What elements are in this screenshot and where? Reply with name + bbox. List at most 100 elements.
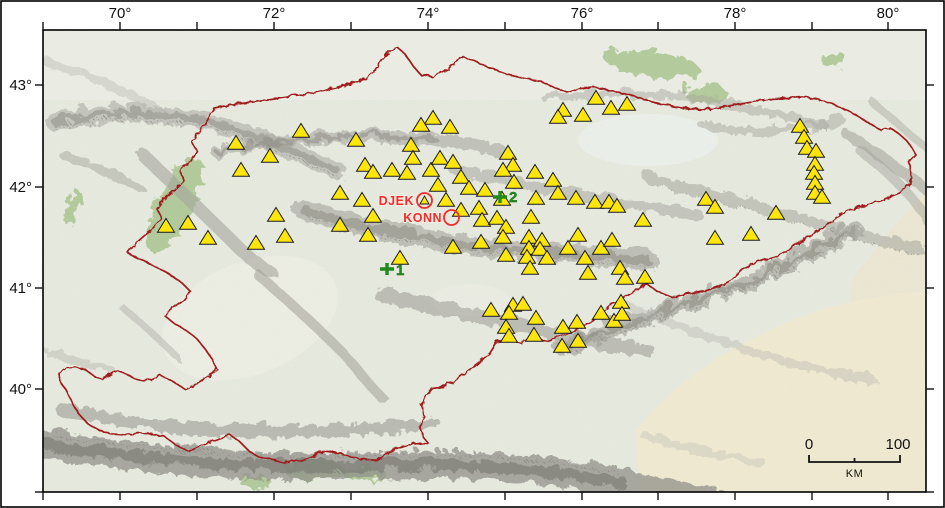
station-triangle bbox=[548, 184, 568, 200]
station-triangle bbox=[696, 190, 716, 206]
station-triangle bbox=[382, 161, 402, 177]
station-triangle bbox=[363, 163, 383, 179]
station-triangle bbox=[330, 216, 350, 232]
station-triangle bbox=[607, 197, 627, 213]
lat-axis-label: 42° bbox=[9, 179, 32, 196]
station-triangle bbox=[530, 240, 550, 256]
terrain-layer: DJEK KONN 12 0 100 KM bbox=[43, 30, 926, 492]
station-triangle bbox=[524, 326, 544, 342]
station-triangle bbox=[790, 117, 810, 133]
station-triangle bbox=[794, 128, 814, 144]
station-triangle bbox=[591, 304, 611, 320]
station-triangle bbox=[633, 211, 653, 227]
station-triangle bbox=[615, 269, 635, 285]
station-triangle bbox=[493, 161, 513, 177]
station-triangle bbox=[423, 109, 443, 125]
event-markers: 12 bbox=[380, 189, 518, 279]
station-circle-djek bbox=[416, 192, 433, 209]
station-triangle bbox=[443, 153, 463, 169]
station-triangle bbox=[513, 295, 533, 311]
station-triangle bbox=[503, 156, 523, 172]
scale-bar: 0 100 KM bbox=[805, 436, 911, 480]
station-triangle bbox=[397, 164, 417, 180]
axis-ticks bbox=[35, 22, 934, 500]
lon-axis-label: 70° bbox=[109, 5, 132, 22]
station-triangle bbox=[390, 249, 410, 265]
station-triangle bbox=[496, 218, 516, 234]
map-frame bbox=[42, 29, 927, 493]
station-triangle bbox=[487, 209, 507, 225]
station-triangle bbox=[355, 156, 375, 172]
station-circle-konn bbox=[443, 209, 460, 226]
station-triangle bbox=[526, 189, 546, 205]
scale-bar-start-label: 0 bbox=[805, 436, 813, 453]
station-triangle bbox=[585, 193, 605, 209]
station-triangle bbox=[481, 301, 501, 317]
lat-axis-label: 43° bbox=[9, 77, 32, 94]
station-triangle bbox=[705, 198, 725, 214]
lat-axis-label: 40° bbox=[9, 381, 32, 398]
station-triangle bbox=[246, 234, 266, 250]
lon-axis-label: 72° bbox=[263, 5, 286, 22]
station-triangle bbox=[428, 176, 448, 192]
station-triangles bbox=[156, 89, 832, 353]
station-triangle bbox=[617, 95, 637, 111]
event-number: 2 bbox=[509, 189, 517, 206]
station-triangle bbox=[567, 313, 587, 329]
station-triangle bbox=[260, 147, 280, 163]
station-triangle bbox=[517, 248, 537, 264]
station-triangle bbox=[346, 131, 366, 147]
station-triangle bbox=[459, 179, 479, 195]
station-triangle bbox=[471, 233, 491, 249]
station-triangle bbox=[568, 226, 588, 242]
station-triangle bbox=[178, 214, 198, 230]
station-triangle bbox=[401, 136, 421, 152]
station-triangle bbox=[552, 337, 572, 353]
station-triangle bbox=[586, 89, 606, 105]
station-triangle bbox=[499, 327, 519, 343]
station-triangle bbox=[469, 199, 489, 215]
lon-axis-label: 80° bbox=[877, 5, 900, 22]
station-triangle bbox=[575, 249, 595, 265]
station-triangle bbox=[403, 149, 423, 165]
station-triangle bbox=[766, 204, 786, 220]
lat-axis-label: 41° bbox=[9, 280, 32, 297]
station-triangle bbox=[568, 332, 588, 348]
lon-axis-label: 76° bbox=[571, 5, 594, 22]
station-triangle bbox=[411, 116, 431, 132]
station-label-konn: KONN bbox=[403, 211, 442, 225]
station-triangle bbox=[504, 173, 524, 189]
station-triangle bbox=[601, 99, 621, 115]
station-triangle bbox=[553, 318, 573, 334]
station-triangle bbox=[330, 184, 350, 200]
station-triangle bbox=[430, 149, 450, 165]
station-triangle bbox=[363, 207, 383, 223]
event-cross-marker bbox=[493, 191, 507, 203]
station-triangle bbox=[436, 191, 456, 207]
scale-bar-unit: KM bbox=[846, 468, 864, 480]
station-triangle bbox=[499, 304, 519, 320]
station-triangle bbox=[525, 163, 545, 179]
station-triangle bbox=[537, 249, 557, 265]
station-triangle bbox=[226, 134, 246, 150]
station-triangle bbox=[156, 217, 176, 233]
station-triangle bbox=[526, 309, 546, 325]
event-number: 1 bbox=[396, 262, 404, 279]
station-triangle bbox=[612, 305, 632, 321]
station-circle-djek-triangle bbox=[419, 195, 430, 205]
station-triangle bbox=[705, 229, 725, 245]
station-triangle bbox=[198, 229, 218, 245]
event-cross-marker bbox=[380, 263, 394, 275]
station-triangle bbox=[475, 181, 495, 197]
station-triangle bbox=[472, 211, 492, 227]
station-triangle bbox=[266, 206, 286, 222]
station-triangle bbox=[443, 238, 463, 254]
station-triangle bbox=[493, 228, 513, 244]
station-triangle bbox=[543, 171, 563, 187]
station-triangle bbox=[578, 264, 598, 280]
country-border bbox=[57, 46, 916, 463]
station-triangle bbox=[358, 226, 378, 242]
station-label-djek: DJEK bbox=[379, 194, 414, 208]
